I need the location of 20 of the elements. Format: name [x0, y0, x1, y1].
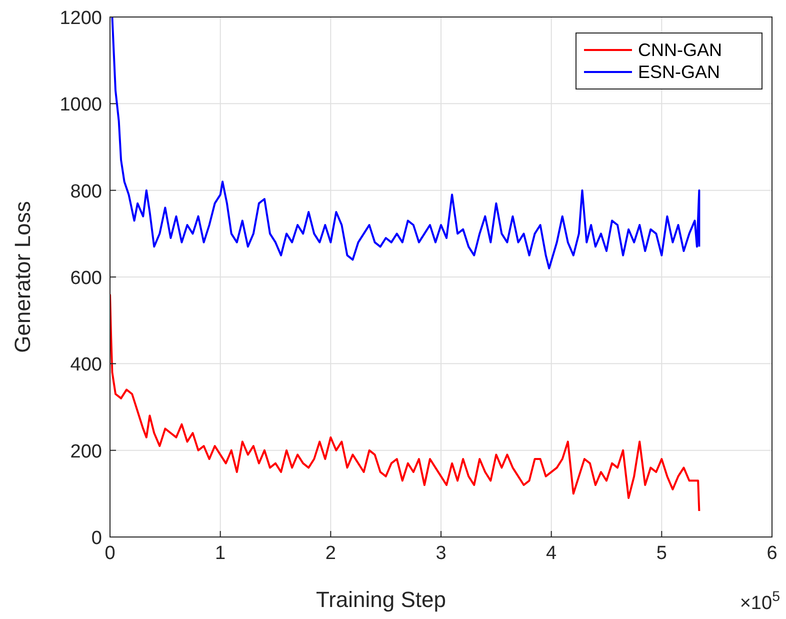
y-tick-label: 400	[70, 354, 102, 376]
x-tick-label: 4	[546, 543, 558, 564]
x-tick-label: 0	[104, 543, 116, 564]
x-tick-label: 2	[325, 543, 336, 564]
y-tick-label: 0	[91, 528, 102, 549]
x-tick-label: 1	[215, 543, 226, 564]
x-tick-label: 3	[436, 543, 446, 564]
y-tick-label: 600	[70, 268, 102, 289]
x-tick-label: 6	[766, 543, 778, 564]
legend-label: CNN-GAN	[638, 40, 722, 60]
y-tick-label: 800	[70, 181, 102, 202]
y-tick-label: 1200	[60, 8, 102, 29]
y-axis-title: Generator Loss	[10, 201, 35, 353]
y-tick-label: 200	[70, 441, 102, 462]
line-series	[110, 293, 700, 512]
x-tick-label: 5	[656, 543, 667, 564]
x-axis-title: Training Step	[316, 587, 446, 612]
text: ×10$^{5}$	[740, 589, 780, 614]
y-tick-label: 1000	[60, 94, 102, 116]
legend-label: ESN-GAN	[638, 62, 720, 82]
